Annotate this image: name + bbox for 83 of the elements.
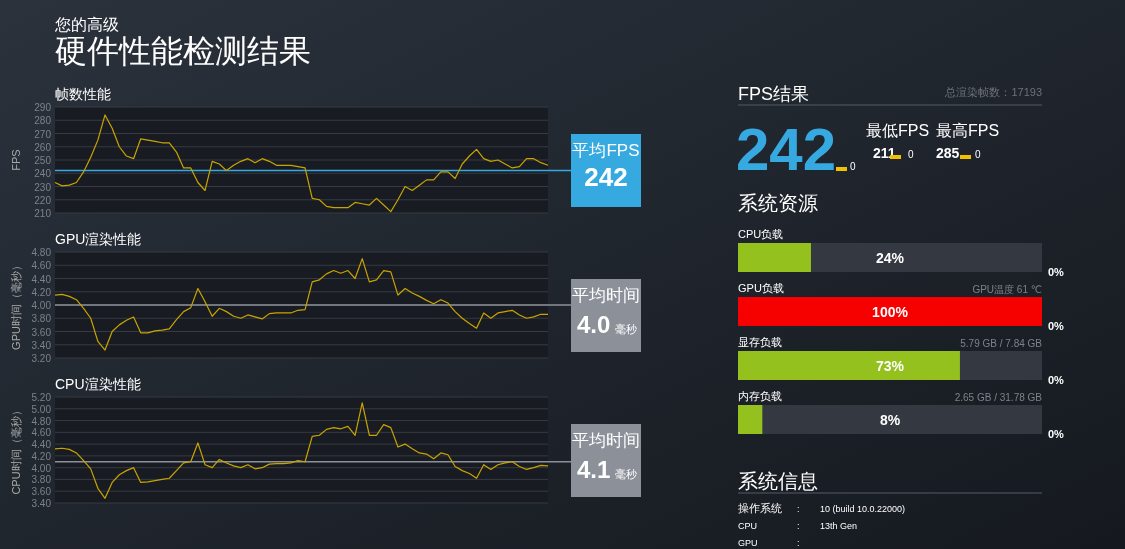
y-tick-label: 3.40 — [31, 498, 52, 509]
annotation: 2.65 GB / 31.78 GB — [954, 392, 1043, 403]
text: : — [797, 538, 800, 548]
y-tick-label: 290 — [34, 102, 52, 113]
text: 总渲染帧数：17193 — [944, 86, 1042, 98]
y-tick-label: 3.20 — [31, 353, 52, 364]
chart-title: 系统资源 — [738, 192, 818, 214]
category-label: 内存负载 — [738, 390, 782, 402]
text: 硬件性能检测结果 — [55, 33, 311, 69]
text: 242 — [584, 162, 628, 192]
text: 0% — [1048, 428, 1065, 440]
bar — [738, 405, 763, 434]
y-tick-label: 230 — [34, 181, 52, 193]
chart-title: CPU渲染性能 — [55, 376, 141, 392]
chart-title: GPU渲染性能 — [55, 231, 142, 247]
y-tick-label: 260 — [34, 141, 52, 153]
y-tick-label: 4.80 — [31, 415, 52, 427]
y-tick-label: 4.20 — [31, 286, 52, 298]
annotation: 5.79 GB / 7.84 GB — [960, 338, 1043, 349]
y-axis-title: FPS — [10, 149, 22, 171]
y-tick-label: 5.20 — [31, 392, 52, 403]
y-tick-label: 240 — [34, 168, 52, 180]
y-tick-label: 4.20 — [31, 450, 52, 462]
y-tick-label: 4.60 — [31, 260, 52, 272]
y-tick-label: 250 — [34, 155, 52, 166]
chart-title: 帧数性能 — [55, 86, 111, 102]
data-label: 100% — [872, 303, 909, 320]
y-tick-label: 280 — [34, 115, 52, 127]
y-tick-label: 4.00 — [31, 300, 52, 311]
y-tick-label: 210 — [34, 208, 52, 219]
y-tick-label: 4.40 — [31, 439, 52, 451]
category-label: CPU负载 — [738, 228, 784, 240]
y-tick-label: 3.60 — [31, 326, 52, 338]
text: : — [797, 504, 800, 514]
y-tick-label: 5.00 — [31, 403, 52, 415]
text: 0 — [850, 161, 856, 172]
ref-line-label: 平均时间 — [572, 431, 640, 450]
y-tick-label: 220 — [34, 194, 52, 206]
text: 0 — [908, 149, 914, 160]
text: 10 (build 10.0.22000) — [820, 504, 906, 514]
text: 最高FPS — [936, 122, 1000, 139]
y-tick-label: 3.60 — [31, 486, 52, 498]
text: GPU — [738, 538, 758, 548]
text: 285 — [936, 145, 960, 161]
bar — [738, 243, 811, 272]
text: 13th Gen — [820, 521, 858, 531]
text: 操作系统 — [738, 502, 782, 514]
text: 您的高级 — [54, 16, 119, 33]
text: 242 — [736, 116, 837, 183]
data-label: 24% — [875, 249, 905, 266]
text: 最低FPS — [866, 122, 930, 139]
data-label: 8% — [879, 411, 901, 428]
y-tick-label: 4.80 — [31, 247, 52, 258]
y-tick-label: 3.40 — [31, 339, 52, 351]
annotation: GPU温度 61 ℃ — [972, 284, 1042, 295]
line-series — [54, 114, 549, 213]
text: 0 — [975, 149, 981, 160]
category-label: GPU负载 — [738, 282, 784, 294]
text: 4.0 — [577, 311, 611, 338]
ref-line-label: 平均时间 — [572, 286, 640, 305]
y-tick-label: 4.60 — [31, 427, 52, 439]
text: 0% — [1048, 374, 1065, 386]
text: 系统信息 — [738, 470, 818, 492]
text: 0% — [1048, 320, 1065, 332]
text: 0% — [1048, 266, 1065, 278]
line-series — [54, 402, 549, 499]
y-tick-label: 270 — [34, 128, 52, 140]
ref-line-label: 平均FPS — [572, 141, 640, 160]
data-label: 73% — [875, 357, 905, 374]
y-axis-title: GPU时间（毫秒） — [10, 260, 22, 350]
y-tick-label: 3.80 — [31, 474, 52, 486]
y-tick-label: 4.40 — [31, 273, 52, 285]
category-label: 显存负载 — [738, 336, 782, 348]
y-tick-label: 4.00 — [31, 462, 52, 474]
text: 毫秒 — [615, 323, 637, 335]
y-tick-label: 3.80 — [31, 313, 52, 325]
text: CPU — [738, 521, 758, 531]
text: 毫秒 — [615, 468, 637, 480]
text: 4.1 — [577, 456, 611, 483]
line-series — [54, 258, 549, 351]
text: FPS结果 — [738, 84, 810, 104]
y-axis-title: CPU时间（毫秒） — [10, 405, 22, 495]
text: : — [797, 521, 800, 531]
